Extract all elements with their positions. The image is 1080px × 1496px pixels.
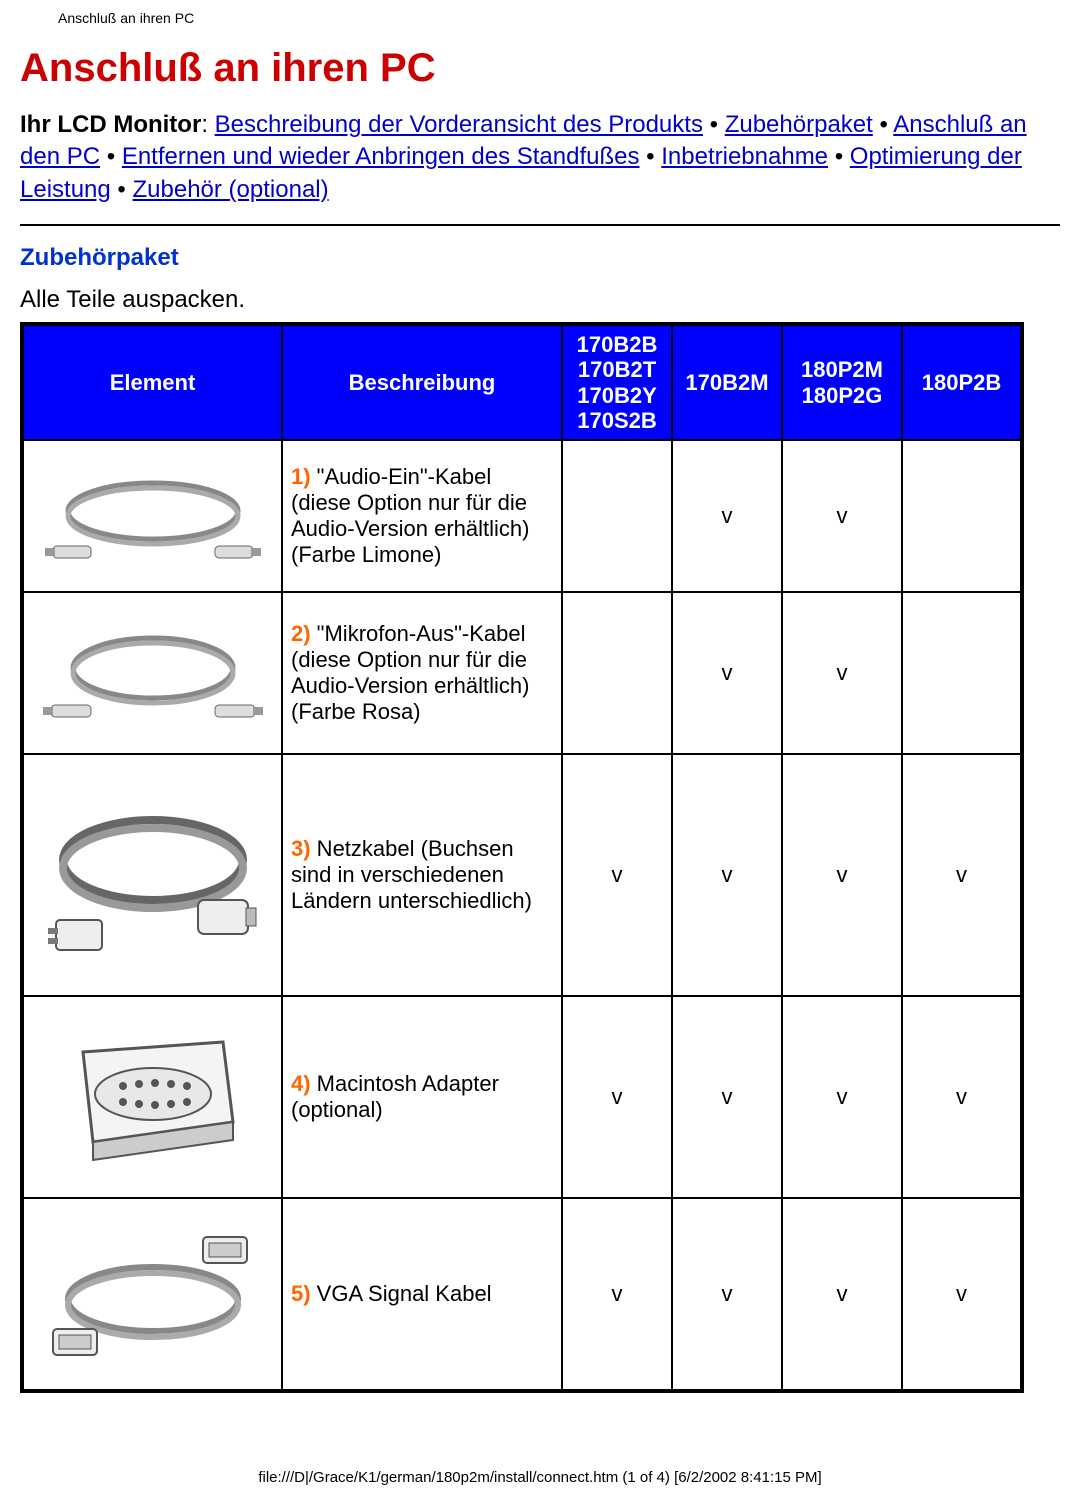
cell-image [22,1198,282,1391]
intro-paragraph: Ihr LCD Monitor: Beschreibung der Vorder… [20,109,1060,206]
cell-description: 3) Netzkabel (Buchsen sind in verschiede… [282,754,562,996]
cell-description: 2) "Mikrofon-Aus"-Kabel (diese Option nu… [282,592,562,754]
accessory-table: Element Beschreibung 170B2B 170B2T 170B2… [20,322,1024,1393]
desc-number: 5) [291,1281,311,1306]
cell-check: v [672,754,782,996]
th-models-3-line: 180P2G [787,383,897,408]
cell-description: 5) VGA Signal Kabel [282,1198,562,1391]
cell-image [22,592,282,754]
footer-file-path: file:///D|/Grace/K1/german/180p2m/instal… [20,1463,1060,1496]
th-models-1-line: 170S2B [567,408,667,433]
cell-check: v [782,1198,902,1391]
unpack-text: Alle Teile auspacken. [20,286,1060,314]
desc-number: 1) [291,464,311,489]
header-small-title: Anschluß an ihren PC [58,10,1060,26]
vga-cable-icon [43,1219,263,1369]
cell-check: v [902,754,1022,996]
cell-check: v [672,440,782,592]
th-models-3-line: 180P2M [787,357,897,382]
cell-check: v [782,996,902,1198]
cell-check: v [562,996,672,1198]
separator-dot: • [107,143,122,170]
cell-check [902,440,1022,592]
table-header-row: Element Beschreibung 170B2B 170B2T 170B2… [22,324,1022,440]
link-remove-stand[interactable]: Entfernen und wieder Anbringen des Stand… [122,143,640,170]
power-cable-icon [38,780,268,970]
cell-image [22,440,282,592]
separator-dot: • [117,176,132,203]
table-row: 2) "Mikrofon-Aus"-Kabel (diese Option nu… [22,592,1022,754]
cell-check [562,592,672,754]
cell-check: v [902,1198,1022,1391]
intro-colon: : [201,111,214,138]
section-title: Zubehörpaket [20,244,1060,272]
table-row: 4) Macintosh Adapter (optional) v v v v [22,996,1022,1198]
th-models-1-line: 170B2Y [567,383,667,408]
desc-number: 3) [291,836,311,861]
cell-check [902,592,1022,754]
separator-dot: • [879,111,893,138]
section-divider [20,224,1060,226]
cell-check: v [782,754,902,996]
separator-dot: • [646,143,661,170]
link-accessory-pack[interactable]: Zubehörpaket [725,111,873,138]
link-front-view[interactable]: Beschreibung der Vorderansicht des Produ… [215,111,703,138]
cell-check: v [672,996,782,1198]
cell-description: 1) "Audio-Ein"-Kabel (diese Option nur f… [282,440,562,592]
th-models-1-line: 170B2T [567,357,667,382]
th-models-2: 170B2M [672,324,782,440]
cell-check: v [902,996,1022,1198]
mac-adapter-icon [53,1022,253,1172]
desc-number: 2) [291,621,311,646]
table-row: 3) Netzkabel (Buchsen sind in verschiede… [22,754,1022,996]
desc-text: VGA Signal Kabel [311,1281,492,1306]
separator-dot: • [710,111,725,138]
cell-image [22,754,282,996]
cell-check: v [562,754,672,996]
th-description: Beschreibung [282,324,562,440]
desc-text: Netzkabel (Buchsen sind in verschiedenen… [291,836,532,913]
intro-lead: Ihr LCD Monitor [20,111,201,138]
table-row: 5) VGA Signal Kabel v v v v [22,1198,1022,1391]
th-models-1-line: 170B2B [567,332,667,357]
cell-image [22,996,282,1198]
cell-check: v [782,592,902,754]
th-models-1: 170B2B 170B2T 170B2Y 170S2B [562,324,672,440]
link-optional-acc[interactable]: Zubehör (optional) [133,176,329,203]
cell-check: v [672,592,782,754]
cell-check: v [672,1198,782,1391]
cell-check [562,440,672,592]
desc-text: Macintosh Adapter (optional) [291,1071,499,1122]
link-getting-started[interactable]: Inbetriebnahme [661,143,828,170]
mic-cable-icon [43,613,263,733]
cell-description: 4) Macintosh Adapter (optional) [282,996,562,1198]
desc-text: "Mikrofon-Aus"-Kabel (diese Option nur f… [291,621,529,724]
th-models-4: 180P2B [902,324,1022,440]
cell-check: v [782,440,902,592]
desc-number: 4) [291,1071,311,1096]
audio-cable-icon [43,461,263,571]
page-title: Anschluß an ihren PC [20,46,1060,91]
th-element: Element [22,324,282,440]
desc-text: "Audio-Ein"-Kabel (diese Option nur für … [291,464,529,567]
th-models-3: 180P2M 180P2G [782,324,902,440]
table-row: 1) "Audio-Ein"-Kabel (diese Option nur f… [22,440,1022,592]
separator-dot: • [835,143,850,170]
cell-check: v [562,1198,672,1391]
